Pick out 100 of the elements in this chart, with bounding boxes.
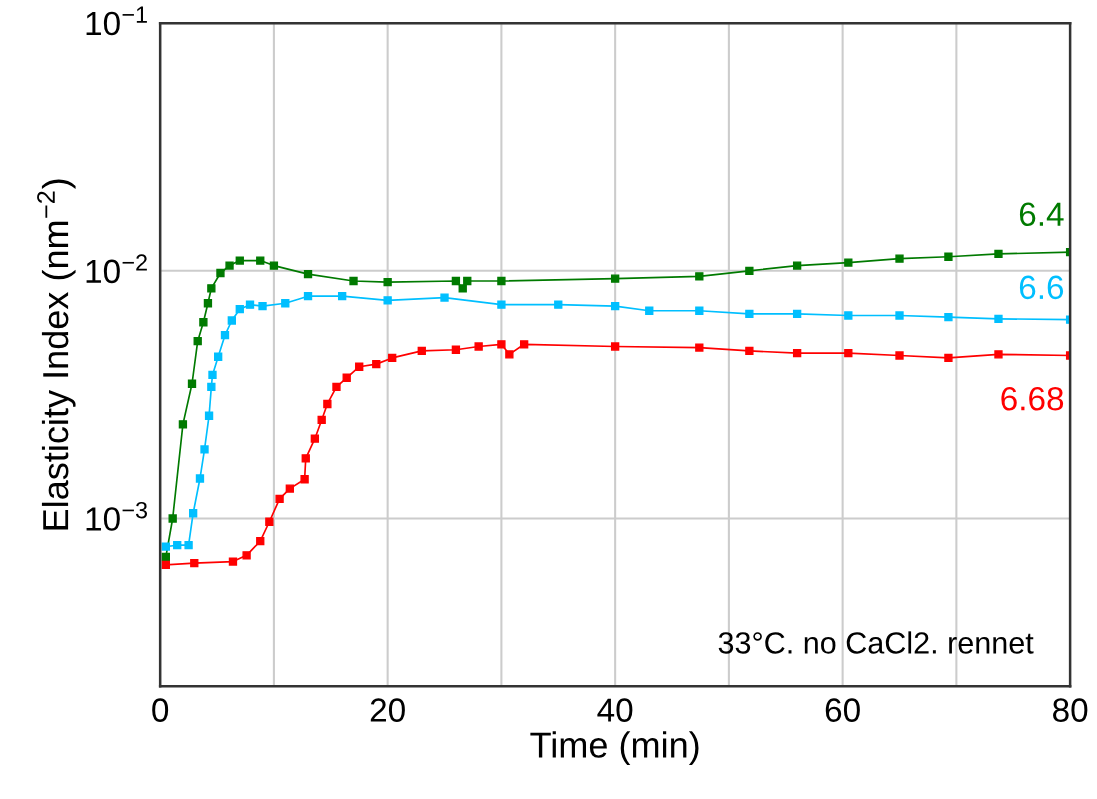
- point: [193, 336, 202, 346]
- point: [285, 484, 294, 493]
- point: [235, 256, 244, 265]
- point: [497, 300, 506, 309]
- point: [195, 474, 205, 483]
- point: [228, 557, 238, 566]
- point: [388, 353, 397, 363]
- point: [944, 312, 953, 322]
- x-tick-label: 20: [370, 698, 405, 722]
- point: [187, 379, 197, 388]
- point: [207, 284, 216, 293]
- point: [303, 269, 313, 279]
- point: [497, 340, 506, 349]
- point: [242, 551, 251, 560]
- point: [695, 343, 704, 352]
- point: [265, 517, 274, 526]
- y-tick-label: 10$^{−3}$: [86, 501, 148, 531]
- point: [372, 359, 381, 369]
- point: [610, 342, 620, 351]
- point: [317, 415, 326, 425]
- point: [269, 261, 279, 270]
- point: [216, 268, 225, 278]
- point: [895, 311, 904, 320]
- point: [944, 353, 953, 363]
- point: [256, 256, 265, 265]
- point: [245, 300, 255, 309]
- point: [745, 266, 754, 275]
- point: [497, 276, 506, 286]
- point: [383, 296, 392, 305]
- point: [203, 299, 213, 308]
- point: [792, 349, 802, 358]
- point: [695, 306, 704, 315]
- point: [895, 254, 904, 263]
- x-tick-label: 40: [597, 698, 633, 722]
- point: [519, 340, 529, 349]
- point: [610, 274, 620, 283]
- point: [645, 306, 654, 315]
- point: [168, 514, 177, 523]
- y-tick-label: 10$^{−2}$: [86, 254, 147, 284]
- annotation: 33°C. no CaCl2. rennet: [718, 631, 1034, 654]
- point: [310, 434, 320, 443]
- y-axis-title: Elasticity Index (nm$^{−2}$): [37, 179, 76, 530]
- point: [417, 346, 426, 356]
- point: [792, 261, 802, 270]
- x-tick-label: 80: [1053, 698, 1088, 722]
- point: [342, 373, 351, 382]
- point: [214, 352, 223, 361]
- point: [332, 382, 341, 392]
- point: [199, 318, 208, 327]
- point: [208, 370, 217, 380]
- point: [178, 420, 188, 429]
- point: [554, 300, 563, 309]
- point: [994, 314, 1003, 323]
- point: [440, 293, 449, 302]
- point: [745, 346, 754, 356]
- y-tick-label: 10$^{−1}$: [86, 6, 147, 36]
- x-tick-label: 0: [152, 698, 169, 722]
- point: [844, 349, 853, 358]
- x-axis-title: Time (min): [530, 731, 699, 765]
- point: [451, 345, 461, 354]
- point: [844, 258, 853, 267]
- point: [355, 362, 364, 371]
- point: [844, 311, 853, 320]
- point: [349, 276, 358, 286]
- point: [505, 350, 514, 359]
- point: [190, 559, 199, 568]
- point: [895, 351, 904, 360]
- point: [695, 272, 704, 281]
- point: [301, 454, 310, 463]
- x-tick-label: 60: [825, 698, 860, 722]
- point: [745, 309, 754, 319]
- point: [161, 552, 171, 562]
- point: [451, 276, 461, 286]
- point: [994, 350, 1003, 359]
- point: [323, 399, 332, 409]
- point: [337, 292, 347, 301]
- point: [275, 494, 284, 504]
- point: [303, 292, 313, 301]
- point: [207, 382, 216, 392]
- point: [474, 342, 483, 351]
- point: [227, 316, 236, 325]
- series-label: 6.6: [1019, 275, 1064, 300]
- point: [463, 276, 472, 286]
- point: [256, 536, 265, 546]
- point: [300, 475, 309, 484]
- series-label: 6.68: [1001, 386, 1064, 411]
- point: [944, 252, 953, 261]
- point: [204, 411, 214, 420]
- point: [200, 445, 209, 454]
- point: [173, 541, 182, 550]
- point: [161, 560, 171, 569]
- point: [281, 299, 290, 308]
- series-label: 6.4: [1019, 202, 1064, 227]
- point: [184, 541, 193, 550]
- point: [994, 249, 1003, 259]
- point: [610, 301, 620, 311]
- point: [235, 305, 244, 314]
- point: [258, 301, 267, 311]
- point: [220, 330, 230, 340]
- point: [188, 509, 198, 518]
